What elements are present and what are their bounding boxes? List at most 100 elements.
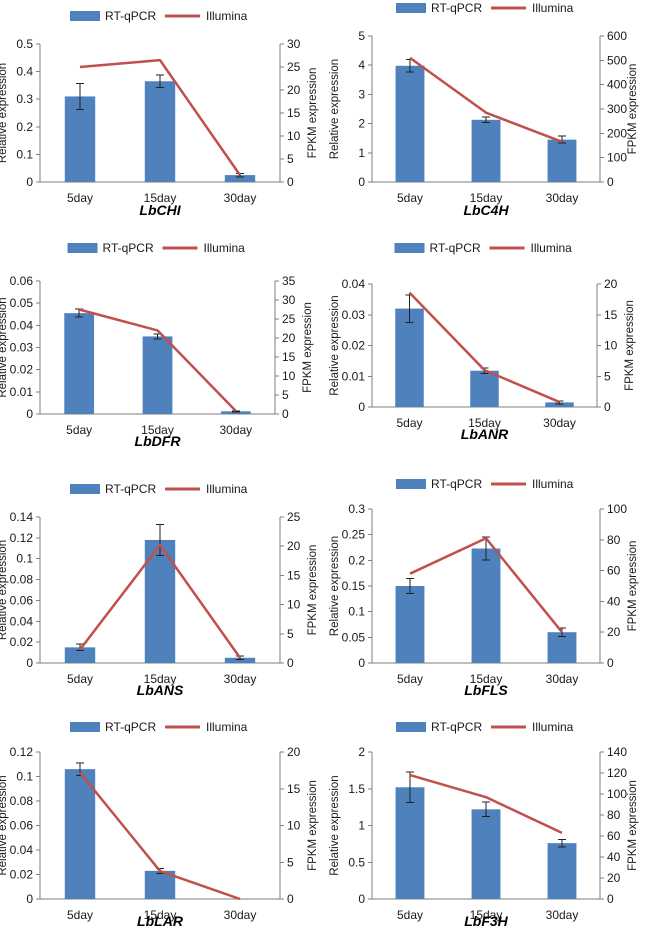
legend-bar-swatch (396, 479, 426, 489)
bar-30day (547, 843, 577, 899)
left-tick-label: 0.06 (10, 593, 34, 607)
left-tick-label: 0 (26, 407, 33, 421)
left-tick-label: 0.08 (10, 794, 34, 808)
bar-30day (547, 632, 577, 663)
left-tick-label: 5 (358, 29, 365, 43)
legend: RT-qPCR Illumina (396, 477, 574, 491)
left-tick-label: 0 (358, 400, 365, 414)
right-tick-label: 5 (604, 369, 611, 383)
right-tick-label: 30 (282, 293, 296, 307)
left-tick-label: 1.5 (348, 782, 365, 796)
left-tick-label: 0.04 (10, 318, 34, 332)
right-axis-title: FPKM expression (307, 780, 319, 871)
legend-line-label: Illumina (204, 241, 246, 255)
error-bar-15day (482, 116, 490, 123)
error-bar-30day (231, 410, 240, 413)
gene-title: LbF3H (464, 913, 508, 929)
left-tick-label: 0.05 (10, 296, 34, 310)
right-tick-label: 60 (607, 564, 621, 578)
right-tick-label: 100 (607, 502, 627, 516)
left-axis-title: Relative expression (0, 63, 9, 163)
legend-line-label: Illumina (531, 241, 573, 255)
right-tick-label: 0 (282, 407, 289, 421)
category-label: 5day (397, 672, 423, 686)
left-tick-label: 0.02 (342, 339, 366, 353)
right-tick-label: 25 (287, 60, 301, 74)
right-axis-title: FPKM expression (627, 541, 639, 632)
right-tick-label: 40 (607, 850, 621, 864)
category-label: 15day (470, 672, 503, 686)
right-tick-label: 400 (607, 78, 627, 92)
right-tick-label: 15 (287, 568, 301, 582)
bar-5day (395, 65, 425, 182)
bar-15day (144, 81, 176, 182)
legend-bar-swatch (70, 722, 100, 732)
bar-5day (64, 96, 96, 182)
error-bar-5day (406, 771, 414, 804)
error-bar-15day (482, 801, 490, 818)
left-axis-title: Relative expression (0, 775, 9, 875)
right-tick-label: 120 (607, 766, 627, 780)
gene-title: LbANS (137, 682, 184, 698)
legend-bar-swatch (394, 243, 425, 253)
chart-lbc4h: RT-qPCR Illumina 0 1 2 3 4 5 0 100 200 300 400 500 600… (329, 1, 639, 218)
legend-bar-swatch (396, 3, 426, 13)
category-label: 30day (219, 423, 252, 437)
legend: RT-qPCR Illumina (70, 720, 248, 734)
left-tick-label: 0.25 (342, 528, 366, 542)
category-label: 5day (67, 672, 93, 686)
legend-bar-swatch (67, 243, 98, 253)
legend-bar-label: RT-qPCR (431, 1, 482, 15)
left-tick-label: 0.5 (16, 37, 33, 51)
left-tick-label: 0.03 (342, 308, 366, 322)
legend: RT-qPCR Illumina (67, 241, 246, 255)
legend: RT-qPCR Illumina (396, 720, 574, 734)
left-tick-label: 0.2 (348, 553, 365, 567)
bar-5day (64, 647, 96, 663)
right-tick-label: 140 (607, 745, 627, 759)
category-label: 30day (224, 672, 257, 686)
right-tick-label: 15 (604, 308, 618, 322)
left-tick-label: 2 (358, 745, 365, 759)
left-tick-label: 2 (358, 117, 365, 131)
left-tick-label: 0 (26, 892, 33, 906)
left-tick-label: 0.14 (10, 510, 34, 524)
right-tick-label: 5 (287, 152, 294, 166)
left-axis-title: Relative expression (329, 536, 341, 636)
left-tick-label: 0.1 (16, 147, 33, 161)
gene-title: LbDFR (135, 433, 182, 449)
category-label: 15day (144, 908, 177, 922)
bar-15day (471, 119, 501, 182)
right-tick-label: 100 (607, 787, 627, 801)
left-tick-label: 0 (358, 656, 365, 670)
left-axis-title: Relative expression (329, 775, 341, 875)
category-label: 5day (397, 908, 423, 922)
error-bar-30day (558, 135, 566, 144)
right-tick-label: 20 (604, 277, 618, 291)
legend-bar-label: RT-qPCR (430, 241, 481, 255)
error-bar-5day (406, 577, 414, 595)
error-bar-30day (558, 838, 566, 848)
left-axis-title: Relative expression (0, 297, 9, 397)
right-tick-label: 10 (287, 819, 301, 833)
right-tick-label: 35 (282, 274, 296, 288)
right-tick-label: 20 (607, 625, 621, 639)
left-tick-label: 0 (358, 892, 365, 906)
right-tick-label: 200 (607, 126, 627, 140)
left-tick-label: 0.3 (348, 502, 365, 516)
left-axis-title: Relative expression (329, 59, 341, 159)
error-bar-5day (76, 82, 84, 110)
left-tick-label: 0.03 (10, 341, 34, 355)
right-tick-label: 10 (282, 369, 296, 383)
category-label: 15day (470, 908, 503, 922)
right-tick-label: 300 (607, 102, 627, 116)
chart-lbf3h: RT-qPCR Illumina00.511.520204060801001201… (329, 720, 639, 929)
legend-line-label: Illumina (206, 9, 248, 23)
left-tick-label: 0.1 (16, 552, 33, 566)
left-tick-label: 0.5 (348, 855, 365, 869)
right-tick-label: 10 (604, 339, 618, 353)
left-tick-label: 0 (26, 175, 33, 189)
right-tick-label: 600 (607, 29, 627, 43)
gene-title: LbANR (461, 426, 509, 442)
